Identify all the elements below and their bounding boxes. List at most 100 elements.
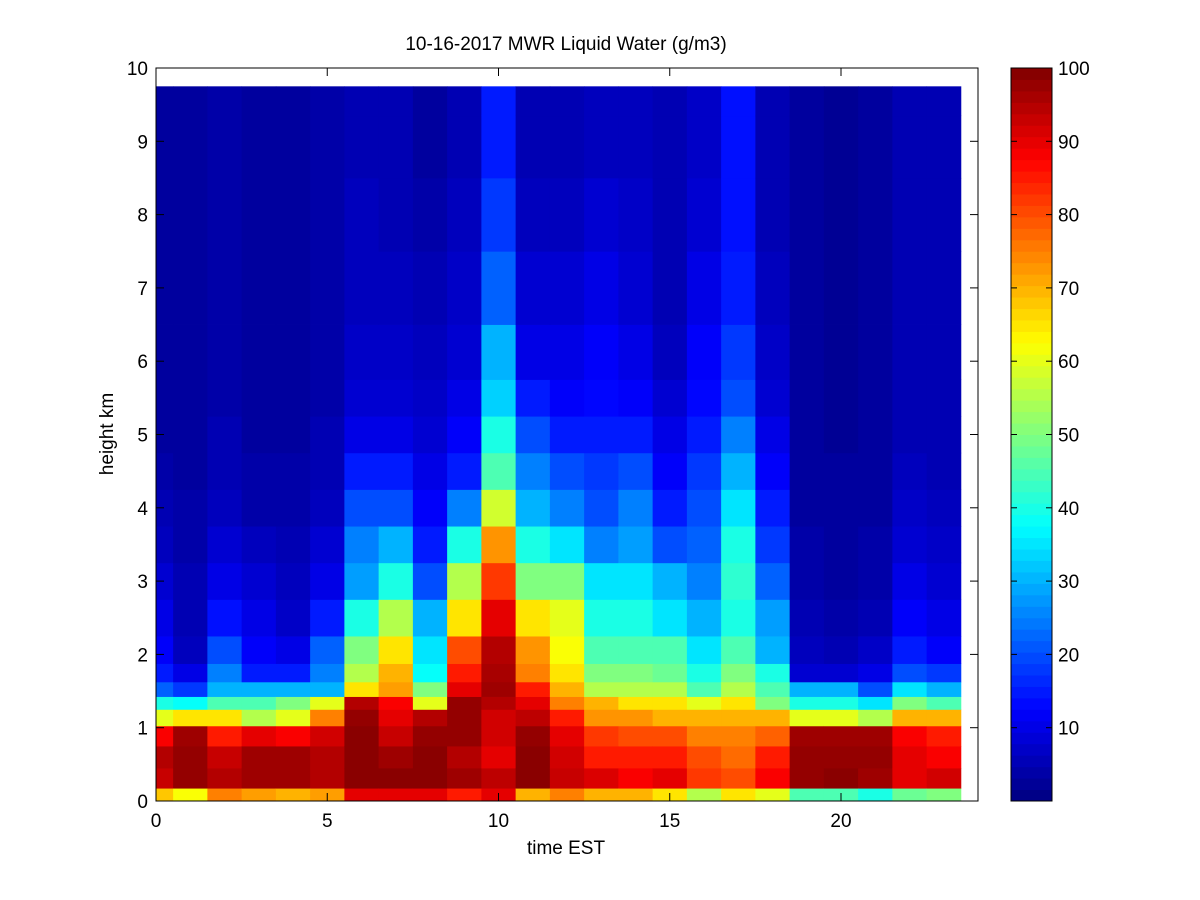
heatmap-cell bbox=[310, 379, 345, 417]
heatmap-cell bbox=[156, 709, 174, 727]
heatmap-cell bbox=[823, 526, 859, 564]
heatmap-cell bbox=[549, 177, 585, 252]
heatmap-cell bbox=[207, 86, 243, 117]
heatmap-cell bbox=[686, 725, 722, 747]
colorbar-tick-label: 30 bbox=[1058, 572, 1079, 593]
heatmap-cell bbox=[310, 562, 345, 600]
heatmap-cell bbox=[652, 452, 688, 490]
heatmap-cell bbox=[412, 681, 448, 697]
heatmap-cell bbox=[823, 562, 859, 600]
heatmap-cell bbox=[926, 681, 962, 697]
heatmap-cell bbox=[858, 452, 893, 490]
colorbar-segment bbox=[1011, 319, 1052, 332]
heatmap-cell bbox=[447, 86, 482, 117]
heatmap-cell bbox=[823, 115, 859, 179]
heatmap-cell bbox=[207, 452, 243, 490]
y-tick-label: 5 bbox=[137, 426, 148, 447]
heatmap-cell bbox=[207, 416, 243, 454]
heatmap-cell bbox=[549, 599, 585, 637]
heatmap-cell bbox=[721, 768, 756, 789]
heatmap-cell bbox=[156, 379, 174, 417]
heatmap-cell bbox=[823, 251, 859, 325]
colorbar-segment bbox=[1011, 778, 1052, 791]
heatmap-cell bbox=[686, 86, 722, 117]
heatmap-cell bbox=[618, 379, 654, 417]
colorbar-segment bbox=[1011, 526, 1052, 539]
heatmap-cell bbox=[173, 379, 208, 417]
heatmap-cell bbox=[241, 115, 277, 179]
heatmap-cell bbox=[721, 489, 756, 527]
heatmap-cell bbox=[310, 725, 345, 747]
heatmap-cell bbox=[447, 177, 482, 252]
heatmap-cell bbox=[686, 636, 722, 664]
heatmap-cell bbox=[275, 379, 311, 417]
heatmap-cell bbox=[275, 86, 311, 117]
heatmap-cell bbox=[755, 696, 791, 710]
heatmap-cell bbox=[858, 746, 893, 769]
colorbar-segment bbox=[1011, 606, 1052, 619]
heatmap-cell bbox=[173, 768, 208, 789]
heatmap-cell bbox=[344, 379, 380, 417]
heatmap-cell bbox=[721, 115, 756, 179]
heatmap-cell bbox=[789, 324, 825, 380]
heatmap-cell bbox=[892, 746, 928, 769]
heatmap-cell bbox=[173, 115, 208, 179]
heatmap-cell bbox=[823, 746, 859, 769]
heatmap-cell bbox=[241, 177, 277, 252]
heatmap-cell bbox=[858, 768, 893, 789]
heatmap-cell bbox=[412, 115, 448, 179]
heatmap-cell bbox=[156, 324, 174, 380]
heatmap-cell bbox=[618, 115, 654, 179]
heatmap-cell bbox=[173, 251, 208, 325]
heatmap-cell bbox=[549, 416, 585, 454]
heatmap-cell bbox=[926, 416, 962, 454]
colorbar-segment bbox=[1011, 228, 1052, 241]
heatmap-cell bbox=[207, 562, 243, 600]
heatmap-cell bbox=[515, 768, 551, 789]
heatmap-cell bbox=[241, 324, 277, 380]
heatmap-cell bbox=[207, 379, 243, 417]
colorbar-gradient bbox=[1011, 68, 1052, 802]
heatmap-cell bbox=[412, 725, 448, 747]
heatmap-cell bbox=[823, 663, 859, 683]
heatmap-cell bbox=[926, 324, 962, 380]
heatmap-cell bbox=[584, 379, 619, 417]
colorbar-segment bbox=[1011, 457, 1052, 470]
heatmap-cell bbox=[515, 746, 551, 769]
heatmap-cell bbox=[481, 663, 517, 683]
heatmap-cell bbox=[652, 177, 688, 252]
heatmap-cell bbox=[207, 746, 243, 769]
heatmap-cell bbox=[721, 251, 756, 325]
heatmap-cell bbox=[481, 746, 517, 769]
heatmap-cell bbox=[344, 709, 380, 727]
heatmap-cells bbox=[156, 86, 962, 802]
heatmap-cell bbox=[584, 251, 619, 325]
heatmap-cell bbox=[447, 526, 482, 564]
heatmap-cell bbox=[447, 788, 482, 802]
heatmap-cell bbox=[618, 416, 654, 454]
heatmap-cell bbox=[755, 746, 791, 769]
heatmap-cell bbox=[686, 663, 722, 683]
colorbar-segment bbox=[1011, 365, 1052, 378]
heatmap-cell bbox=[241, 86, 277, 117]
colorbar-segment bbox=[1011, 102, 1052, 115]
heatmap-cell bbox=[207, 324, 243, 380]
colorbar-segment bbox=[1011, 720, 1052, 733]
heatmap-cell bbox=[275, 709, 311, 727]
heatmap-cell bbox=[378, 663, 414, 683]
heatmap-cell bbox=[721, 452, 756, 490]
heatmap-cell bbox=[652, 562, 688, 600]
heatmap-cell bbox=[156, 416, 174, 454]
heatmap-cell bbox=[481, 379, 517, 417]
heatmap-cell bbox=[652, 681, 688, 697]
colorbar-segment bbox=[1011, 171, 1052, 184]
colorbar-tick-label: 50 bbox=[1058, 426, 1079, 447]
heatmap-cell bbox=[344, 768, 380, 789]
heatmap-cell bbox=[241, 379, 277, 417]
heatmap-cell bbox=[584, 636, 619, 664]
heatmap-cell bbox=[515, 251, 551, 325]
heatmap-cell bbox=[892, 663, 928, 683]
heatmap-cell bbox=[310, 416, 345, 454]
heatmap-cell bbox=[755, 562, 791, 600]
heatmap-cell bbox=[755, 251, 791, 325]
